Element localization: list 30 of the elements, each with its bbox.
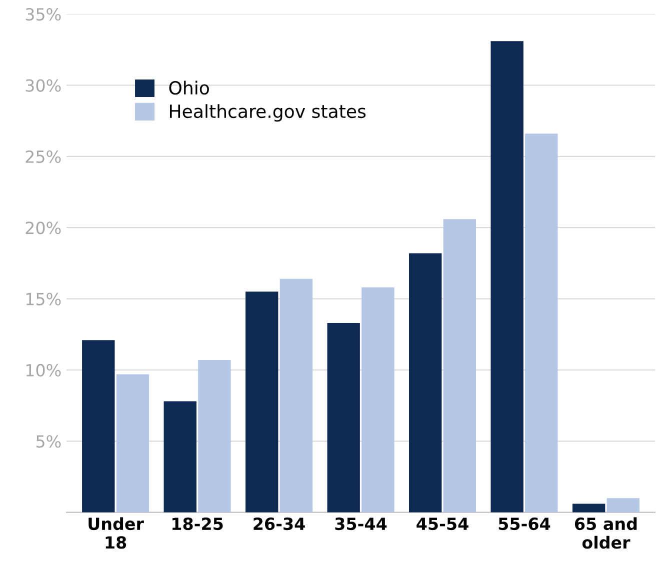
legend-label: Ohio	[169, 80, 209, 95]
bar	[116, 374, 150, 512]
bar	[164, 401, 196, 512]
x-tick-label: Under 18	[88, 517, 144, 549]
bar	[525, 134, 558, 512]
y-tick-label: 30%	[26, 79, 61, 92]
y-tick-label: 10%	[26, 364, 61, 377]
y-tick-label: 15%	[26, 292, 61, 306]
bar	[198, 360, 231, 512]
bar	[490, 41, 524, 512]
bar	[362, 287, 394, 512]
bar	[572, 504, 606, 512]
x-tick-label: 18-25	[172, 517, 223, 530]
bar	[82, 340, 115, 512]
x-tick-label: 55-64	[498, 518, 550, 530]
x-tick-label: 65 and older	[574, 517, 637, 549]
bar	[327, 322, 360, 512]
bar	[606, 498, 640, 512]
bar	[246, 292, 278, 512]
y-tick-label: 35%	[26, 8, 61, 21]
x-tick-label: 45-54	[416, 518, 468, 530]
bar	[443, 219, 476, 512]
legend-label: Healthcare.gov states	[170, 104, 366, 122]
y-tick-label: 5%	[36, 435, 61, 448]
bar	[280, 278, 313, 512]
x-tick-label: 26-34	[254, 517, 305, 530]
bar	[408, 253, 442, 512]
x-tick-label: 35-44	[335, 517, 387, 530]
y-tick-label: 25%	[26, 150, 61, 164]
y-tick-label: 20%	[26, 222, 61, 234]
